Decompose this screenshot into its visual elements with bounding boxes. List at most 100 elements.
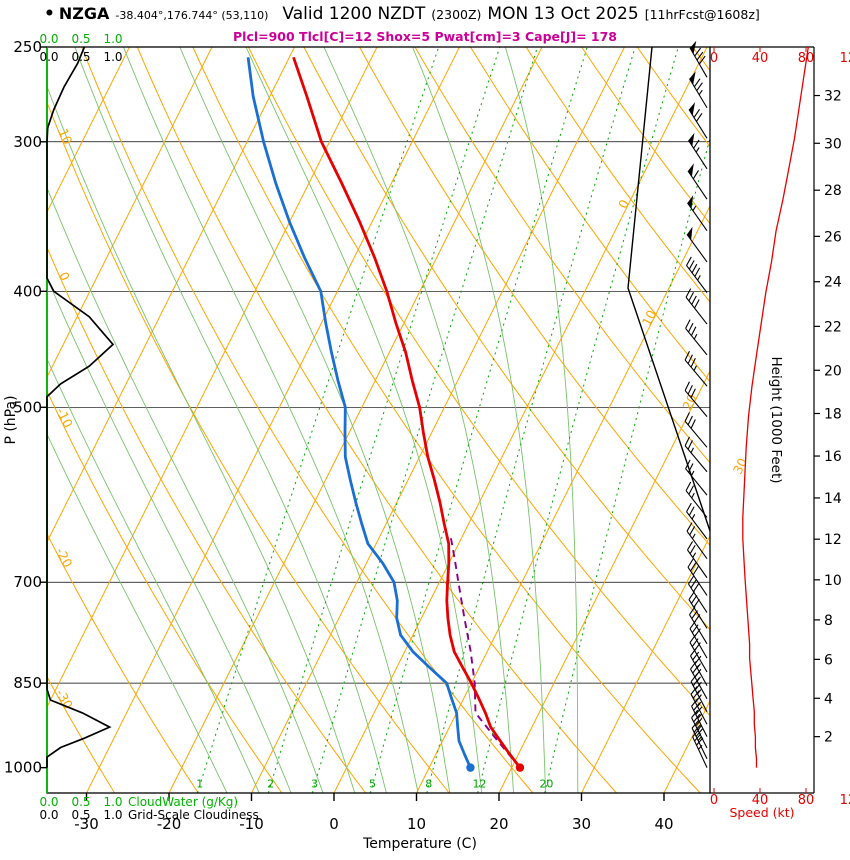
- sounding-indices: Plcl=900 Tlcl[C]=12 Shox=5 Pwat[cm]=3 Ca…: [233, 29, 617, 44]
- isotherm-line: [168, 47, 543, 793]
- svg-text:-20: -20: [53, 545, 76, 570]
- cloudiness-curve: [46, 46, 115, 768]
- svg-text:8: 8: [425, 778, 432, 791]
- sounding-curves: [246, 56, 525, 772]
- dry-adiabat: [470, 47, 710, 383]
- cloudwater-axis-label: CloudWater (g/Kg): [128, 795, 238, 809]
- valid-zulu: (2300Z): [431, 7, 482, 22]
- svg-text:0: 0: [56, 270, 73, 283]
- pressure-axis-label: P (hPa): [3, 395, 19, 444]
- plot-frame: [46, 46, 711, 794]
- mixing-ratio-line: [426, 47, 636, 793]
- dry-adiabat: [414, 47, 710, 464]
- valid-date: MON 13 Oct 2025: [487, 4, 639, 24]
- mixing-ratio-labels: 1 2 3 5 8 12 20: [196, 778, 553, 791]
- svg-text:2: 2: [267, 778, 274, 791]
- cloudiness-tick-label: 0.5: [71, 808, 90, 822]
- height-tick-label: 18: [824, 406, 842, 422]
- cloudiness-tick-label: 1.0: [103, 50, 122, 64]
- isotherm-line: [416, 204, 710, 793]
- dry-adiabat: [81, 47, 534, 793]
- pressure-tick-label: 400: [13, 282, 42, 300]
- speed-tick-label: 0: [710, 793, 718, 808]
- temperature-curve: [292, 56, 522, 769]
- svg-text:10: 10: [56, 126, 76, 147]
- speed-tick-label: 80: [798, 793, 815, 808]
- speed-axis-label: Speed (kt): [729, 805, 794, 820]
- wind-barbs: [684, 40, 708, 768]
- moist-adiabat: [47, 433, 228, 793]
- cloudiness-axis-label: Grid-Scale Cloudiness: [128, 808, 259, 822]
- grid-lines: [47, 47, 710, 793]
- mixing-ratio-line: [369, 47, 588, 793]
- height-tick-label: 12: [824, 532, 842, 548]
- dry-adiabat: [636, 47, 710, 148]
- pressure-tick-label: 300: [13, 133, 42, 151]
- cloudwater-tick-label: 0.0: [39, 795, 58, 809]
- svg-text:20: 20: [539, 778, 553, 791]
- height-tick-label: 2: [824, 730, 833, 746]
- temp-tick-label: 30: [572, 815, 591, 833]
- isotherm-line: [86, 47, 460, 793]
- isotherm-line: [333, 47, 708, 793]
- pressure-tick-label: 500: [13, 398, 42, 416]
- moist-adiabat: [179, 47, 451, 793]
- dry-adiabat: [47, 389, 283, 793]
- speed-tick-label: 120: [840, 793, 850, 808]
- cloudwater-tick-label: 0.5: [71, 32, 90, 46]
- cloudiness-tick-label: 1.0: [103, 808, 122, 822]
- svg-text:20: 20: [679, 391, 700, 412]
- station-id: NZGA: [58, 4, 110, 23]
- isotherm-line: [47, 47, 295, 544]
- dry-adiabat: [525, 47, 710, 303]
- moist-adiabat: [74, 47, 387, 793]
- height-tick-label: 10: [824, 573, 842, 589]
- title-bar: • NZGA -38.404°,176.744° (53,110) Valid …: [44, 4, 766, 24]
- moist-adiabat: [47, 85, 356, 793]
- station-coords: -38.404°,176.744° (53,110): [115, 9, 269, 22]
- speed-tick-label: 120: [840, 51, 850, 66]
- isotherm-line: [47, 47, 213, 379]
- moist-adiabat: [122, 47, 419, 793]
- mixing-ratio-line: [267, 47, 501, 793]
- speed-tick-label: 0: [710, 51, 718, 66]
- dry-adiabat: [47, 100, 450, 793]
- dry-adiabat: [136, 47, 617, 793]
- height-tick-label: 14: [824, 491, 842, 507]
- station-bullet-icon: •: [44, 4, 55, 24]
- isotherm-line: [251, 47, 625, 793]
- height-tick-label: 28: [824, 183, 842, 199]
- pressure-tick-label: 700: [13, 573, 42, 591]
- boundary-line: [627, 46, 711, 532]
- height-tick-label: 24: [824, 275, 842, 291]
- valid-time: Valid 1200 NZDT: [282, 4, 426, 24]
- temp-tick-label: 10: [407, 815, 426, 833]
- height-tick-label: 30: [824, 136, 842, 152]
- cloudiness-tick-label: 0.5: [71, 50, 90, 64]
- temp-axis-label: Temperature (C): [362, 836, 477, 852]
- speed-tick-label: 40: [752, 793, 769, 808]
- isotherm-line: [47, 47, 130, 214]
- svg-text:-10: -10: [53, 405, 75, 430]
- dry-adiabat: [47, 532, 199, 793]
- temperature-axis: -30 -20 -10 0 10 20 30 40 Temperature (C): [74, 793, 674, 852]
- speed-curve: [742, 46, 809, 768]
- cloudwater-tick-label: 1.0: [103, 795, 122, 809]
- height-axis-label: Height (1000 Feet): [768, 356, 784, 483]
- speed-tick-label: 40: [752, 51, 769, 66]
- moist-adiabat: [504, 47, 579, 793]
- svg-text:-30: -30: [53, 686, 76, 711]
- speed-tick-label: 80: [798, 51, 815, 66]
- grid-labels: 0 10 20 30 10 0 -10 -20 -30: [53, 126, 750, 711]
- plot-border: [46, 46, 814, 794]
- dry-adiabat: [47, 675, 116, 793]
- moist-adiabat: [245, 47, 483, 793]
- surface-temp-dot: [515, 763, 525, 772]
- moist-adiabat: [323, 47, 515, 793]
- dry-adiabat: [303, 47, 710, 631]
- svg-text:3: 3: [311, 778, 318, 791]
- height-tick-label: 26: [824, 229, 842, 245]
- dewpoint-curve: [246, 57, 472, 769]
- cloudwater-tick-label: 1.0: [103, 32, 122, 46]
